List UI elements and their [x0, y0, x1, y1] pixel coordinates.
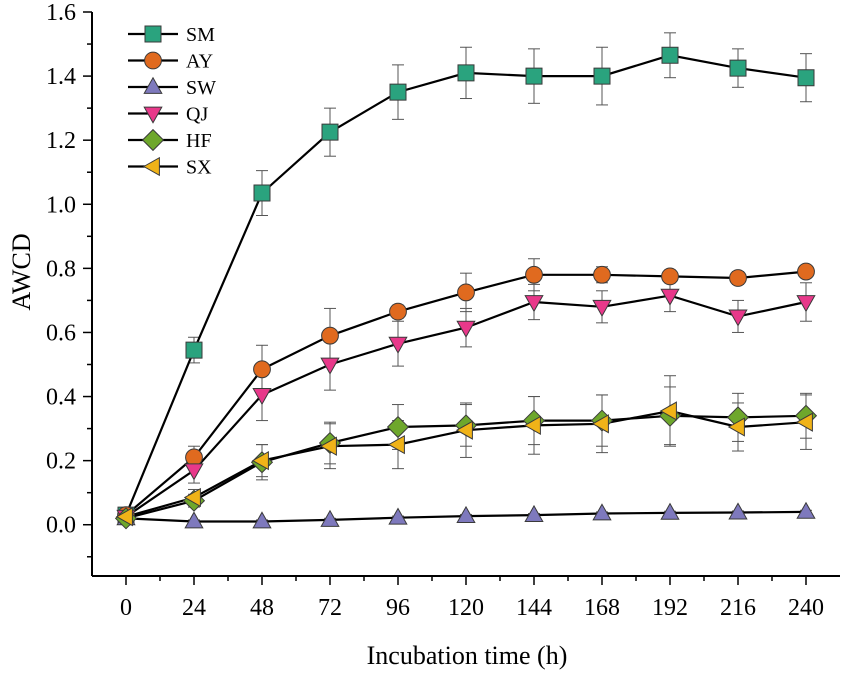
- data-point-sw: [184, 511, 204, 529]
- data-point-sm: [253, 184, 271, 202]
- legend-label-ay: AY: [186, 51, 213, 73]
- legend-marker-ay: [144, 51, 162, 70]
- data-point-sx: [455, 420, 473, 440]
- data-point-sx: [115, 507, 133, 527]
- y-tick-label: 1.2: [46, 128, 76, 154]
- data-point-ay: [185, 448, 203, 467]
- data-point-sw: [728, 502, 748, 520]
- data-point-sm: [729, 59, 747, 77]
- data-point-sx: [523, 415, 541, 436]
- x-tick-label: 192: [652, 595, 688, 621]
- y-tick-label: 1.6: [46, 0, 76, 26]
- data-point-ay: [457, 283, 475, 302]
- data-point-qj: [728, 309, 748, 327]
- x-tick-label: 72: [318, 595, 342, 621]
- data-point-sw: [660, 502, 680, 520]
- legend-label-sx: SX: [186, 157, 212, 179]
- y-tick-label: 0.0: [46, 513, 76, 539]
- data-point-sw: [320, 509, 340, 527]
- legend-marker-hf: [141, 128, 165, 152]
- data-point-hf: [386, 415, 410, 439]
- legend-marker-sw: [143, 76, 163, 94]
- legend-label-sw: SW: [186, 77, 216, 99]
- data-point-sw: [456, 505, 476, 523]
- data-point-ay: [729, 269, 747, 287]
- data-point-sm: [593, 67, 611, 85]
- data-point-sw: [252, 511, 272, 529]
- y-tick-label: 1.0: [46, 192, 76, 218]
- x-tick-label: 144: [516, 595, 552, 621]
- series-markers: [114, 46, 818, 530]
- data-point-sx: [183, 487, 201, 508]
- data-point-sx: [591, 414, 609, 434]
- legend-label-sm: SM: [186, 24, 215, 46]
- data-point-ay: [593, 265, 611, 284]
- data-point-ay: [389, 302, 407, 321]
- data-point-sx: [319, 436, 337, 456]
- legend-marker-qj: [143, 106, 163, 124]
- data-point-ay: [253, 360, 271, 379]
- x-axis-title: Incubation time (h): [367, 641, 568, 670]
- data-point-sx: [387, 434, 405, 455]
- data-point-sx: [659, 401, 677, 421]
- data-point-qj: [660, 288, 680, 306]
- legend: SM AY SW QJ HF SX: [128, 24, 216, 179]
- data-point-qj: [592, 299, 612, 318]
- data-point-sw: [524, 504, 544, 523]
- data-point-sm: [525, 67, 543, 85]
- y-tick-label: 0.6: [46, 320, 76, 346]
- data-point-sx: [727, 417, 745, 437]
- x-tick-label: 48: [250, 595, 274, 621]
- x-tick-label: 120: [448, 595, 484, 621]
- data-point-sw: [796, 501, 816, 519]
- data-point-sm: [185, 341, 203, 359]
- data-point-sm: [457, 64, 475, 82]
- y-tick-label: 0.8: [46, 256, 76, 282]
- data-point-qj: [184, 463, 204, 481]
- data-point-sw: [388, 507, 408, 525]
- data-point-ay: [661, 267, 679, 286]
- x-tick-label: 240: [788, 595, 824, 621]
- data-point-qj: [388, 336, 408, 354]
- y-tick-label: 1.4: [46, 64, 76, 90]
- data-point-qj: [456, 320, 476, 338]
- axes: 0 24 48 72 96 120 144 168 192 216 240 0.0 0.2 0.4 0.6 0…: [46, 0, 840, 621]
- x-tick-label: 24: [182, 595, 206, 621]
- data-point-qj: [320, 357, 340, 375]
- data-point-qj: [252, 388, 272, 406]
- data-point-qj: [524, 295, 544, 313]
- legend-label-hf: HF: [186, 130, 212, 152]
- data-point-ay: [321, 326, 339, 345]
- data-point-sm: [321, 123, 339, 141]
- legend-marker-sx: [142, 156, 160, 177]
- data-point-sm: [797, 69, 815, 87]
- x-tick-label: 0: [120, 595, 132, 621]
- data-point-sm: [389, 83, 407, 101]
- x-tick-label: 168: [584, 595, 620, 621]
- data-point-sm: [661, 46, 679, 64]
- data-point-qj: [796, 295, 816, 313]
- legend-label-qj: QJ: [186, 104, 208, 126]
- data-point-sx: [795, 412, 813, 432]
- y-tick-label: 0.2: [46, 449, 76, 475]
- legend-marker-sm: [144, 25, 162, 43]
- data-point-sw: [592, 503, 612, 521]
- data-point-sx: [251, 450, 269, 471]
- x-tick-label: 96: [386, 595, 410, 621]
- y-tick-label: 0.4: [46, 385, 76, 411]
- data-point-ay: [525, 265, 543, 284]
- y-axis-title: AWCD: [7, 233, 36, 310]
- x-tick-label: 216: [720, 595, 756, 621]
- data-point-ay: [797, 262, 815, 281]
